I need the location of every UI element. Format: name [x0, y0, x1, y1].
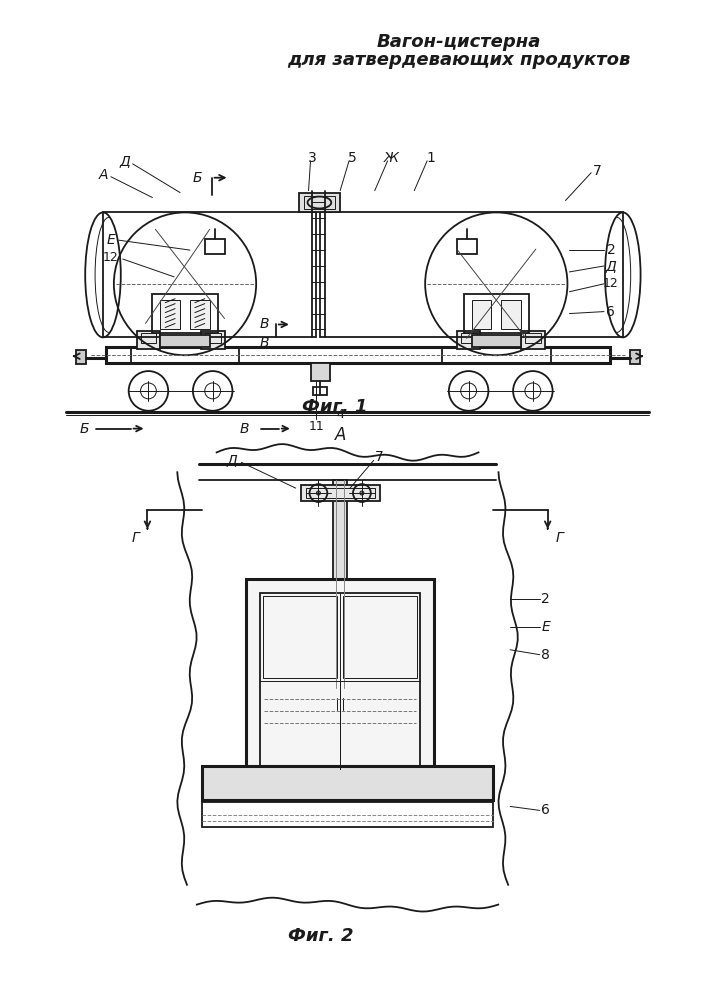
Text: Б: Б — [193, 171, 203, 185]
Bar — [205, 239, 225, 254]
Text: 7: 7 — [592, 164, 602, 178]
Bar — [303, 196, 335, 209]
Bar — [103, 212, 317, 337]
Bar — [313, 387, 327, 395]
Bar — [260, 593, 420, 769]
Bar — [205, 333, 221, 343]
Bar — [320, 212, 623, 337]
Text: В: В — [259, 336, 269, 350]
Bar — [263, 596, 337, 678]
Circle shape — [360, 491, 364, 495]
Bar — [106, 347, 610, 363]
Bar — [190, 300, 210, 329]
Text: 4: 4 — [337, 408, 344, 421]
Bar — [343, 596, 417, 678]
Text: 11: 11 — [308, 420, 325, 433]
Text: Г: Г — [556, 531, 563, 545]
Bar — [153, 294, 218, 333]
Text: Д: Д — [119, 154, 130, 168]
Text: В: В — [259, 317, 269, 331]
Text: Г: Г — [132, 531, 139, 545]
Text: Е: Е — [542, 620, 550, 634]
Text: Вагон-цистерна: Вагон-цистерна — [377, 33, 541, 51]
Text: 2: 2 — [607, 243, 615, 257]
Bar — [501, 300, 521, 329]
Text: Фиг. 1: Фиг. 1 — [303, 398, 368, 416]
Text: Фиг. 2: Фиг. 2 — [288, 927, 353, 945]
Text: А: А — [334, 426, 346, 444]
Bar — [76, 350, 86, 364]
Bar — [201, 766, 493, 800]
Bar — [472, 300, 491, 329]
Text: для затвердевающих продуктов: для затвердевающих продуктов — [287, 51, 631, 69]
Bar — [131, 347, 240, 363]
Text: Д: Д — [226, 453, 237, 467]
Text: 6: 6 — [607, 305, 615, 319]
Text: Б: Б — [80, 422, 89, 436]
Text: 12: 12 — [603, 277, 619, 290]
Text: Ж: Ж — [384, 151, 399, 165]
Bar — [300, 485, 380, 501]
Bar — [630, 350, 640, 364]
Bar — [298, 193, 340, 212]
Circle shape — [317, 491, 320, 495]
Bar — [472, 335, 521, 347]
Text: 5: 5 — [348, 151, 356, 165]
Bar — [442, 347, 551, 363]
Text: 3: 3 — [308, 151, 317, 165]
Bar — [521, 331, 544, 349]
Bar — [141, 333, 156, 343]
Text: 1: 1 — [426, 151, 436, 165]
Text: Д: Д — [605, 259, 617, 273]
Text: 8: 8 — [542, 648, 550, 662]
Bar — [461, 333, 477, 343]
Text: Е: Е — [107, 233, 115, 247]
Bar — [310, 363, 330, 381]
Bar — [457, 331, 481, 349]
Bar — [136, 331, 160, 349]
Text: В: В — [240, 422, 250, 436]
Bar — [305, 488, 375, 498]
Bar — [333, 480, 347, 688]
Bar — [201, 331, 225, 349]
Bar — [160, 335, 210, 347]
Text: 7: 7 — [375, 450, 384, 464]
Bar — [335, 688, 345, 698]
Bar — [525, 333, 541, 343]
Bar — [464, 294, 529, 333]
Text: 6: 6 — [542, 803, 550, 817]
Bar — [457, 239, 477, 254]
Text: А: А — [98, 168, 107, 182]
Bar — [201, 802, 493, 827]
Text: 12: 12 — [103, 251, 119, 264]
Bar — [332, 702, 348, 710]
Text: 2: 2 — [542, 592, 550, 606]
Bar — [160, 300, 180, 329]
Bar — [246, 579, 434, 783]
